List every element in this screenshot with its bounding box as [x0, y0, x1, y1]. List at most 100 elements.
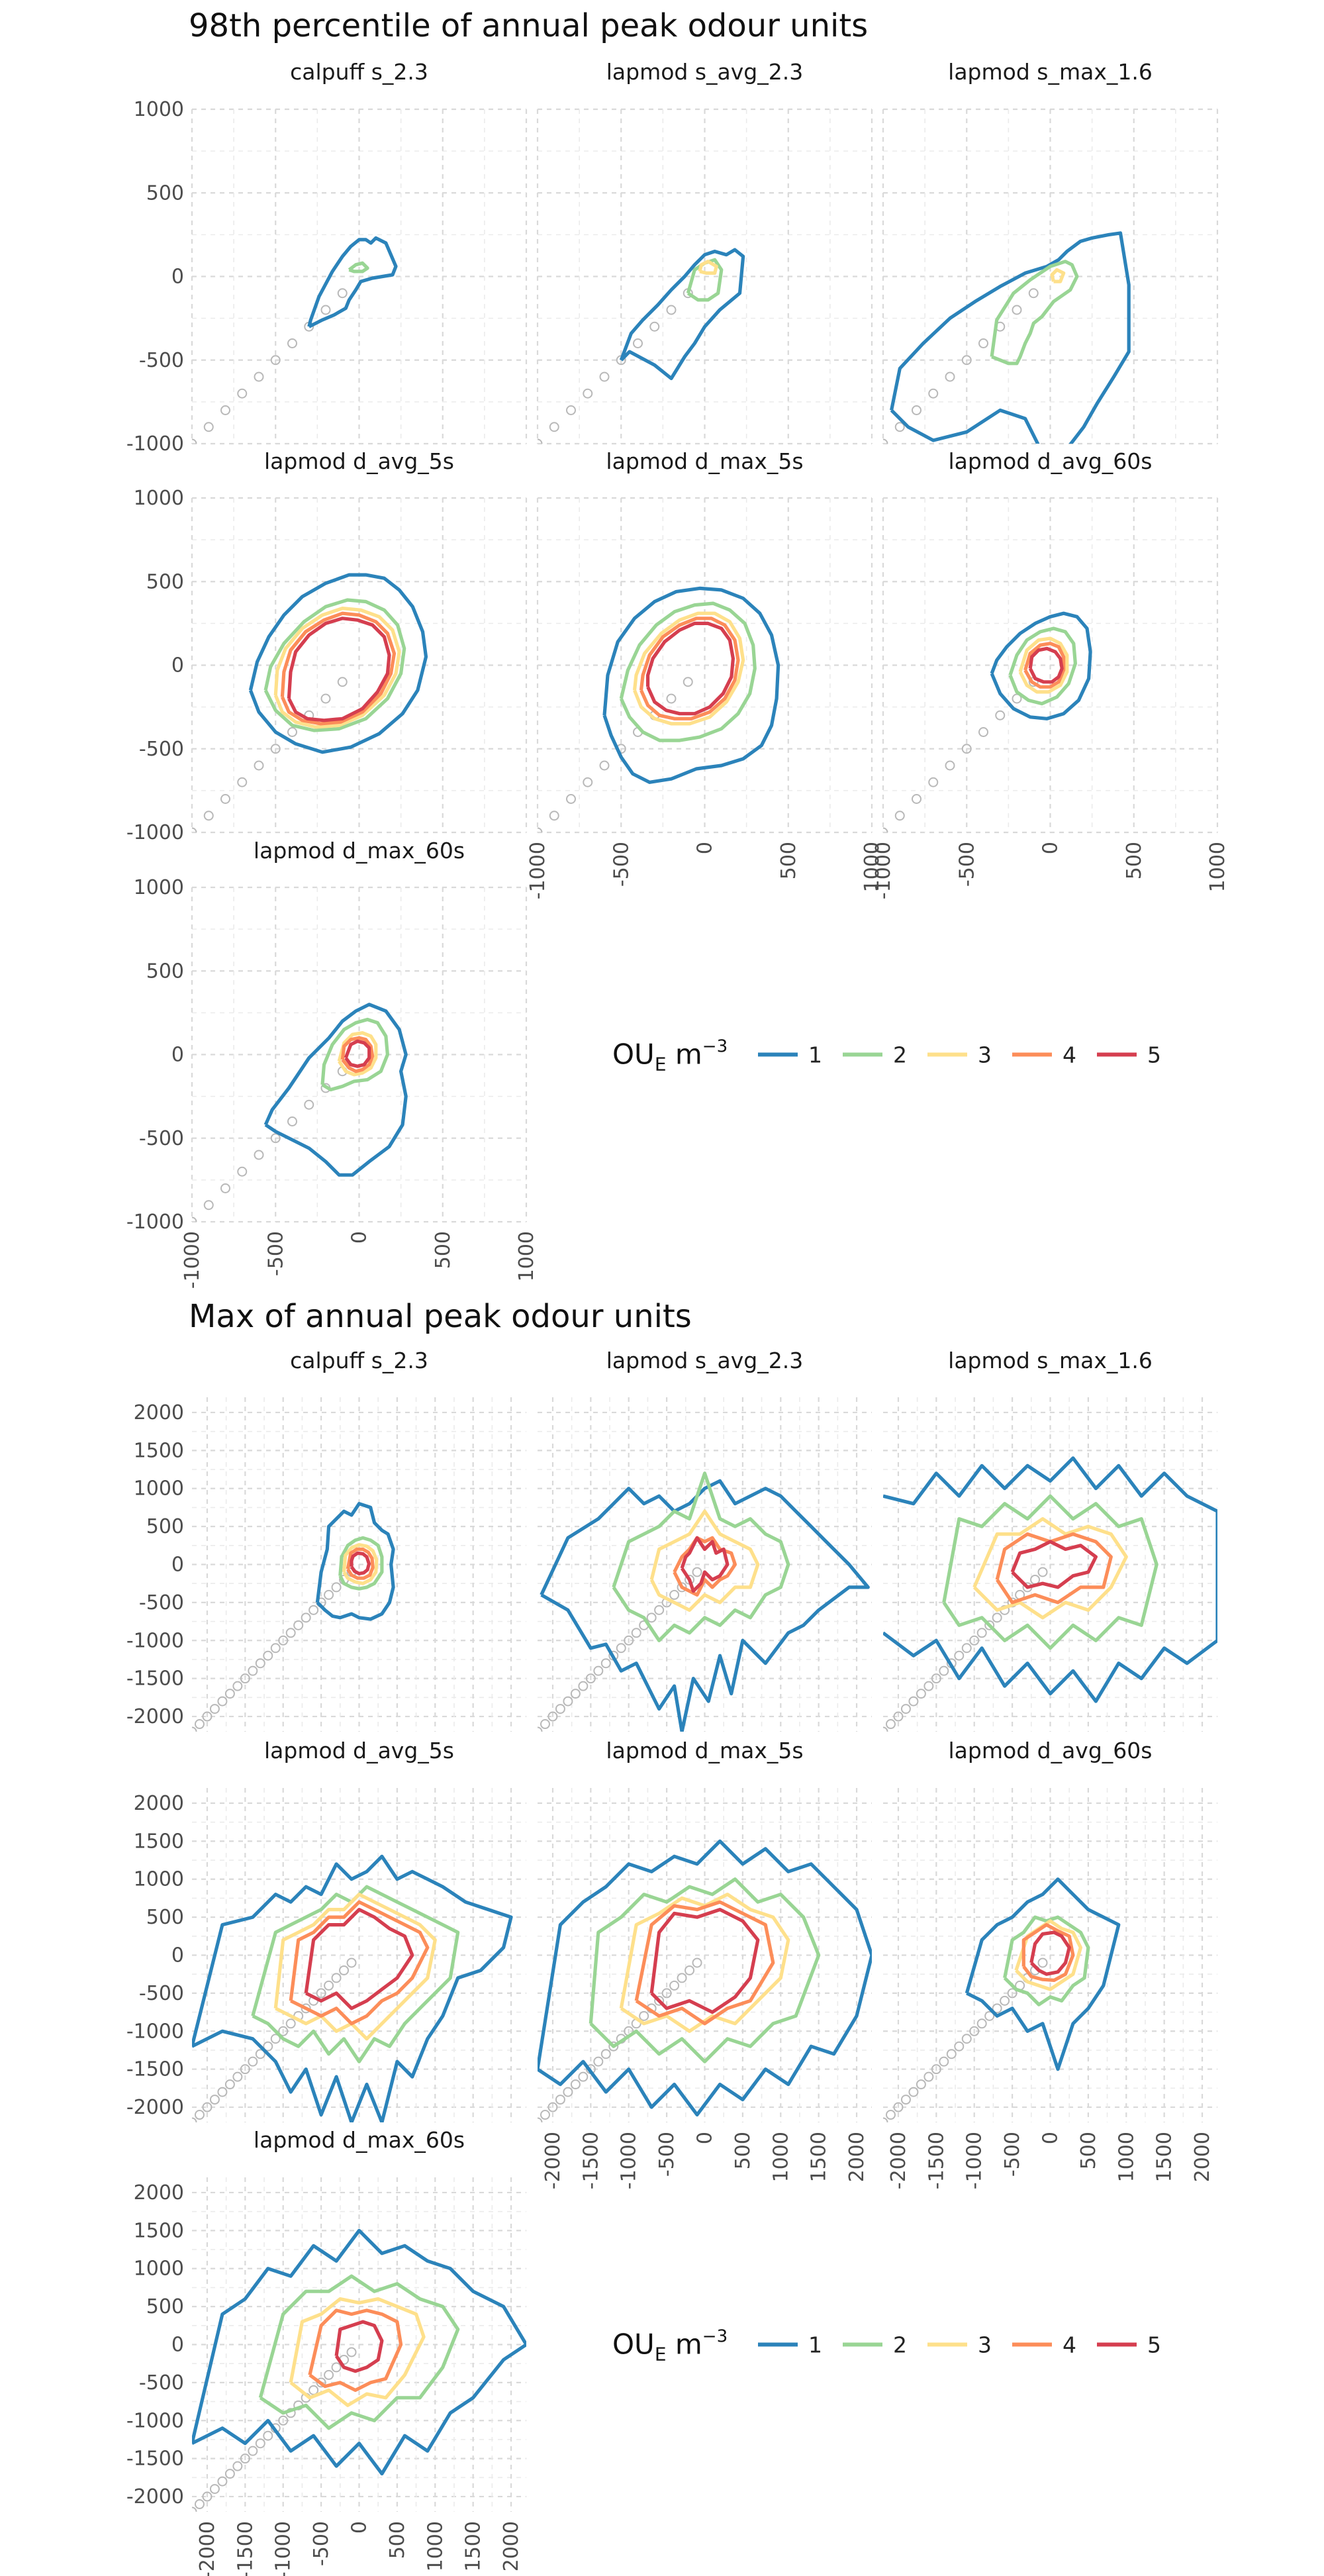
- panel-strip-label: lapmod d_avg_5s: [264, 448, 454, 474]
- contour-level-3: [273, 1893, 437, 2041]
- receptor-marker: [254, 760, 264, 771]
- legend-label: 5: [1147, 2332, 1161, 2358]
- x-tick-label: -1000: [526, 842, 549, 899]
- receptor-marker: [931, 2064, 941, 2075]
- receptor-marker: [1007, 1988, 1017, 1999]
- receptor-marker: [255, 1658, 265, 1669]
- receptor-marker: [220, 1183, 230, 1193]
- legends-layer: OUE m−3 1 2 3 4 5 OUE m−3 1 2 3 4 5: [612, 1037, 1161, 2365]
- panel-0-2: lapmod s_max_1.6: [882, 59, 1219, 445]
- receptor-marker: [677, 1973, 687, 1983]
- receptor-marker: [202, 2102, 213, 2112]
- contour-level-2: [263, 598, 406, 732]
- contour-level-2: [258, 2274, 460, 2430]
- contour-level-2: [990, 260, 1079, 366]
- contour-level-1: [192, 2228, 526, 2476]
- x-tick-label: -1000: [272, 2521, 295, 2576]
- receptor-marker: [337, 677, 348, 687]
- legend-label: 2: [893, 2332, 907, 2358]
- contour-group: [315, 1502, 395, 1621]
- y-tick-label: 500: [146, 570, 184, 593]
- y-tick-label: -1500: [126, 2448, 184, 2471]
- receptor-marker: [547, 2102, 558, 2112]
- panel-strip-label: lapmod d_avg_5s: [264, 1738, 454, 1763]
- receptor-marker: [324, 1589, 334, 1600]
- receptor-marker: [287, 727, 297, 737]
- receptor-marker: [278, 1635, 289, 1646]
- legend-0: OUE m−3 1 2 3 4 5: [612, 1037, 1161, 1075]
- receptor-marker: [984, 2010, 995, 2021]
- contour-group: [540, 1471, 870, 1732]
- receptor-marker: [900, 1704, 911, 1714]
- receptor-marker: [220, 405, 230, 415]
- receptor-marker: [654, 1995, 665, 2006]
- receptor-marker: [346, 2347, 357, 2357]
- x-tick-label: 0: [348, 1231, 371, 1244]
- panel-strip-label: lapmod s_avg_2.3: [606, 1348, 803, 1373]
- y-tick-label: 1000: [134, 1477, 184, 1501]
- x-tick-label: -1500: [579, 2132, 602, 2189]
- receptor-marker: [961, 1643, 972, 1654]
- receptor-marker: [285, 2018, 296, 2029]
- contour-level-1: [263, 1003, 408, 1177]
- contour-level-4: [280, 611, 397, 726]
- receptor-marker: [270, 2034, 281, 2044]
- contour-level-5: [1028, 646, 1064, 684]
- contour-level-4: [340, 1036, 375, 1073]
- receptor-marker: [683, 677, 693, 687]
- receptor-marker: [254, 372, 264, 382]
- contour-group: [248, 573, 428, 754]
- receptor-marker: [316, 2377, 326, 2388]
- receptor-marker: [192, 2506, 197, 2512]
- receptor-marker: [566, 405, 576, 415]
- contour-group: [263, 1003, 408, 1177]
- contour-level-3: [632, 611, 745, 726]
- receptor-marker: [570, 1689, 581, 1699]
- y-tick-label: 1500: [134, 2219, 184, 2242]
- receptor-marker: [992, 2003, 1002, 2014]
- contour-group: [883, 1456, 1217, 1703]
- y-tick-label: -1000: [126, 2020, 184, 2043]
- receptor-marker: [633, 338, 643, 348]
- receptor-marker: [893, 2102, 904, 2112]
- contour-level-4: [346, 1547, 375, 1580]
- receptor-marker: [538, 1726, 543, 1732]
- receptor-marker: [583, 388, 593, 399]
- y-tick-label: 2000: [134, 1401, 184, 1424]
- receptor-marker: [293, 1620, 304, 1630]
- contour-level-5: [680, 1536, 730, 1593]
- y-tick-label: -1000: [126, 2409, 184, 2432]
- receptor-marker: [263, 2430, 273, 2441]
- receptor-marker: [923, 2071, 934, 2082]
- receptor-marker: [194, 1719, 205, 1730]
- contour-level-3: [273, 606, 401, 729]
- receptor-marker: [666, 693, 677, 704]
- y-tick-label: -2000: [126, 1705, 184, 1728]
- panel-0-3: lapmod d_avg_5s -1000 -500 0 500 1000: [126, 448, 528, 844]
- x-tick-label: 2000: [500, 2521, 523, 2571]
- receptor-marker: [331, 2362, 342, 2373]
- y-tick-label: 0: [171, 1554, 184, 1577]
- receptor-marker: [978, 338, 988, 348]
- x-tick-label: -1000: [963, 2132, 986, 2189]
- y-tick-label: 0: [171, 1944, 184, 1967]
- y-tick-label: -500: [139, 349, 184, 372]
- panel-strip-label: lapmod d_avg_60s: [949, 1738, 1153, 1763]
- receptor-marker: [894, 422, 905, 432]
- receptor-marker: [969, 1635, 980, 1646]
- x-tick-label: 2000: [1191, 2132, 1214, 2182]
- receptor-marker: [570, 2079, 581, 2090]
- x-tick-label: -1000: [618, 2132, 641, 2189]
- contour-level-1: [540, 1479, 870, 1732]
- receptor-marker: [1037, 1957, 1048, 1968]
- receptor-marker: [954, 2041, 965, 2052]
- receptor-marker: [883, 2117, 888, 2122]
- y-tick-label: 500: [146, 1906, 184, 1929]
- contour-level-4: [1023, 642, 1066, 689]
- receptor-marker: [566, 794, 576, 804]
- contour-level-5: [350, 1551, 371, 1575]
- contour-level-4: [634, 1900, 775, 2026]
- receptor-marker: [287, 338, 297, 348]
- receptor-marker: [224, 1689, 235, 1699]
- y-tick-label: 2000: [134, 2181, 184, 2204]
